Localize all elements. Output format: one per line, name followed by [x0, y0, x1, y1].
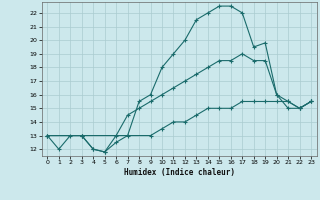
X-axis label: Humidex (Indice chaleur): Humidex (Indice chaleur): [124, 168, 235, 177]
